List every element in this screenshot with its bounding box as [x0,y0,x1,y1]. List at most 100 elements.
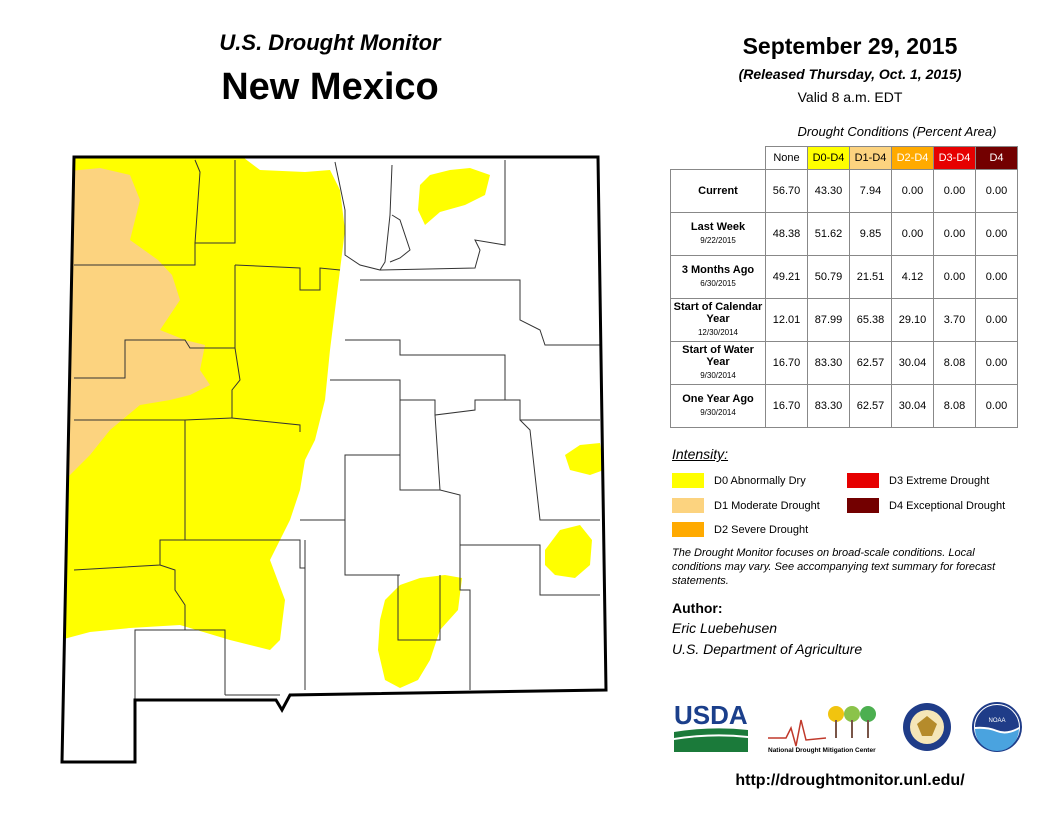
legend-swatch [847,498,879,513]
table-row: Start of Water Year 9/30/2014 16.70 83.30 62… [670,341,1018,385]
map-series-title: U.S. Drought Monitor [219,30,441,55]
d1-region-northwest [62,168,210,480]
legend-swatch [672,522,704,537]
legend-item-d2: D2 Severe Drought [672,522,808,537]
drought-conditions-table: None D0-D4 D1-D4 D2-D4 D3-D4 D4 Current 5… [670,146,1018,428]
row-label: One Year Ago 9/30/2014 [670,384,766,428]
table-row: 3 Months Ago 6/30/2015 49.21 50.79 21.51 4.12… [670,255,1018,299]
column-header: D1-D4 [849,146,892,170]
table-row: One Year Ago 9/30/2014 16.70 83.30 62.57 30.0… [670,384,1018,428]
usda-logo: USDA [674,700,748,752]
table-cell: 43.30 [807,169,850,213]
table-cell: 65.38 [849,298,892,342]
table-cell: 83.30 [807,341,850,385]
table-cell: 62.57 [849,384,892,428]
legend-label: D0 Abnormally Dry [714,474,806,487]
legend-item-d3: D3 Extreme Drought [847,473,989,488]
table-cell: 48.38 [765,212,808,256]
row-label-date: 9/30/2014 [700,371,736,380]
disclaimer-note: The Drought Monitor focuses on broad-sca… [672,547,996,587]
table-cell: 29.10 [891,298,934,342]
table-cell: 56.70 [765,169,808,213]
table-cell: 21.51 [849,255,892,299]
ndmc-logo-text: National Drought Mitigation Center [768,747,876,754]
row-label-text: One Year Ago [682,393,754,405]
state-name: New Mexico [221,66,439,108]
table-cell: 12.01 [765,298,808,342]
table-cell: 8.08 [933,341,976,385]
table-cell: 0.00 [933,169,976,213]
row-label: Last Week 9/22/2015 [670,212,766,256]
valid-time: Valid 8 a.m. EDT [797,89,903,105]
table-cell: 16.70 [765,384,808,428]
row-label-text: Current [698,185,738,197]
legend-title: Intensity: [672,446,729,462]
county-boundaries [73,159,600,700]
row-label-text: Start of Water Year [682,344,754,368]
d0-region-northeast [418,168,490,225]
table-cell: 30.04 [891,384,934,428]
table-cell: 0.00 [975,255,1018,299]
column-header: D4 [975,146,1018,170]
ndmc-logo: National Drought Mitigation Center [768,706,876,754]
usda-logo-text: USDA [674,700,748,730]
legend-label: D2 Severe Drought [714,523,809,536]
table-cell: 0.00 [933,212,976,256]
author-name: Eric Luebehusen [672,620,778,636]
row-label-date: 12/30/2014 [697,328,739,337]
author-label: Author: [672,600,723,616]
legend-item-d1: D1 Moderate Drought [672,498,820,513]
table-cell: 0.00 [891,169,934,213]
release-date: (Released Thursday, Oct. 1, 2015) [738,66,962,82]
table-cell: 8.08 [933,384,976,428]
author-organization: U.S. Department of Agriculture [672,641,863,657]
table-row: Start of Calendar Year 12/30/2014 12.01 87.… [670,298,1018,342]
table-cell: 50.79 [807,255,850,299]
table-cell: 0.00 [975,169,1018,213]
column-header: D0-D4 [807,146,850,170]
table-cell: 30.04 [891,341,934,385]
row-label: Current [670,169,766,213]
table-cell: 51.62 [807,212,850,256]
table-caption: Drought Conditions (Percent Area) [797,124,997,139]
commerce-seal-logo [903,703,951,751]
table-cell: 16.70 [765,341,808,385]
legend-swatch [847,473,879,488]
legend-label: D1 Moderate Drought [714,499,820,512]
table-cell: 0.00 [975,384,1018,428]
table-cell: 0.00 [933,255,976,299]
table-cell: 83.30 [807,384,850,428]
row-label-date: 9/22/2015 [700,236,736,245]
legend-swatch [672,498,704,513]
map-date: September 29, 2015 [742,33,958,59]
noaa-logo: NOAA [972,702,1022,752]
d0-region-southeast [545,525,592,578]
column-header: D3-D4 [933,146,976,170]
column-header: None [765,146,808,170]
state-outline [60,155,608,764]
legend-item-d4: D4 Exceptional Drought [847,498,1005,513]
table-body: Current 56.70 43.30 7.94 0.00 0.00 0.00 Last We… [670,169,1018,428]
table-row: Last Week 9/22/2015 48.38 51.62 9.85 0.00 0.00… [670,212,1018,256]
row-label-date: 9/30/2014 [700,408,736,417]
noaa-logo-text: NOAA [988,718,1005,724]
source-url[interactable]: http://droughtmonitor.unl.edu/ [735,772,965,789]
table-cell: 87.99 [807,298,850,342]
row-label-text: Start of Calendar Year [673,301,763,325]
table-cell: 4.12 [891,255,934,299]
table-cell: 0.00 [975,341,1018,385]
row-label-text: 3 Months Ago [681,264,755,276]
table-cell: 0.00 [975,212,1018,256]
legend-item-d0: D0 Abnormally Dry [672,473,806,488]
table-cell: 0.00 [975,298,1018,342]
table-cell: 49.21 [765,255,808,299]
d0-region-east [565,443,604,475]
table-cell: 0.00 [891,212,934,256]
table-cell: 9.85 [849,212,892,256]
table-cell: 62.57 [849,341,892,385]
row-label: 3 Months Ago 6/30/2015 [670,255,766,299]
new-mexico-drought-map [60,155,608,764]
column-header: D2-D4 [891,146,934,170]
row-label-date: 6/30/2015 [700,279,736,288]
row-label: Start of Calendar Year 12/30/2014 [670,298,766,342]
